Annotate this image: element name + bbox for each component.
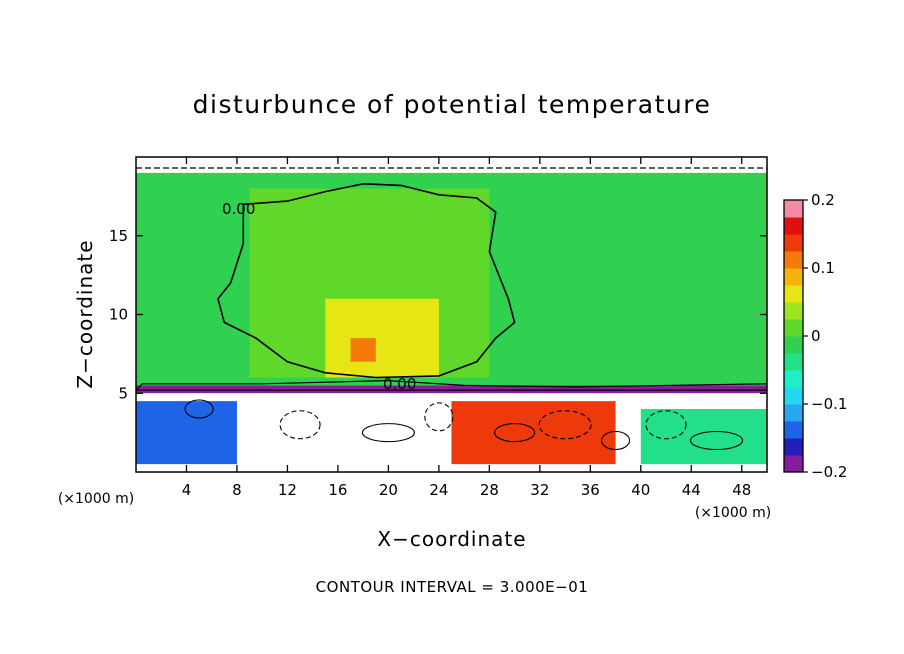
colorbar-swatch (784, 302, 803, 320)
contour-lines (136, 167, 767, 451)
colorbar-tick-label: 0.2 (811, 191, 835, 209)
colorbar-tick-label: 0 (811, 327, 821, 345)
colorbar-swatch (784, 234, 803, 252)
x-unit-label-left: (×1000 m) (58, 491, 134, 507)
contour-line (601, 430, 631, 451)
y-tick-label: 15 (109, 227, 128, 245)
colorbar-swatch (784, 268, 803, 286)
contour-label-lower: 0.00 (383, 375, 416, 393)
x-tick-label: 16 (328, 481, 347, 499)
heatmap-region (451, 401, 616, 465)
y-tick-label: 5 (118, 384, 128, 402)
colorbar: 0.2 0.1 0 −0.1 −0.2 (783, 191, 847, 481)
contour-label-upper: 0.00 (222, 200, 255, 218)
contour-line (279, 410, 321, 440)
x-tick-label: 32 (530, 481, 549, 499)
colorbar-swatch (784, 200, 803, 218)
x-tick-label: 48 (732, 481, 751, 499)
heatmap-region (136, 157, 767, 173)
colorbar-swatch (784, 319, 803, 337)
y-axis: 5 10 15 (109, 227, 767, 402)
x-tick-label: 12 (278, 481, 297, 499)
y-axis-title: Z−coordinate (73, 239, 97, 388)
colorbar-swatch (784, 285, 803, 303)
colorbar-tick-label: 0.1 (811, 259, 835, 277)
contour-line (538, 410, 592, 440)
colorbar-swatch (784, 336, 803, 354)
x-axis: 4 8 12 16 20 24 28 32 36 40 44 48 (182, 157, 751, 499)
x-tick-label: 20 (379, 481, 398, 499)
colorbar-tick-label: −0.1 (811, 395, 847, 413)
heatmap-region (325, 298, 439, 378)
colorbar-swatch (784, 251, 803, 269)
heatmap-region (640, 409, 767, 465)
contour-line (361, 423, 415, 443)
colorbar-swatch (784, 387, 803, 405)
colorbar-swatch (784, 421, 803, 439)
heatmap-region (136, 401, 237, 465)
x-tick-label: 40 (631, 481, 650, 499)
x-tick-label: 24 (429, 481, 448, 499)
colorbar-swatch (784, 217, 803, 235)
heatmap-field (136, 157, 767, 472)
colorbar-swatch (784, 353, 803, 371)
colorbar-tick-label: −0.2 (811, 463, 847, 481)
x-tick-label: 8 (232, 481, 242, 499)
contour-line (645, 410, 687, 440)
colorbar-swatch (784, 438, 803, 456)
x-tick-label: 44 (682, 481, 701, 499)
contour-line (424, 402, 454, 432)
colorbar-swatch (784, 404, 803, 422)
contour-line (136, 379, 767, 391)
x-axis-title: X−coordinate (377, 527, 526, 551)
x-tick-label: 4 (182, 481, 192, 499)
contour-line (217, 182, 516, 379)
chart-title: disturbunce of potential temperature (193, 90, 712, 119)
x-tick-label: 28 (480, 481, 499, 499)
x-tick-label: 36 (581, 481, 600, 499)
contour-line (689, 430, 744, 451)
heatmap-region (136, 385, 767, 394)
x-unit-label-right: (×1000 m) (695, 505, 771, 521)
colorbar-swatch (784, 455, 803, 473)
contour-interval-note: CONTOUR INTERVAL = 3.000E−01 (316, 578, 589, 596)
contour-line (494, 423, 536, 443)
contour-line (184, 399, 214, 419)
colorbar-swatch (784, 370, 803, 388)
y-tick-label: 10 (109, 306, 128, 324)
heatmap-region (350, 338, 376, 362)
